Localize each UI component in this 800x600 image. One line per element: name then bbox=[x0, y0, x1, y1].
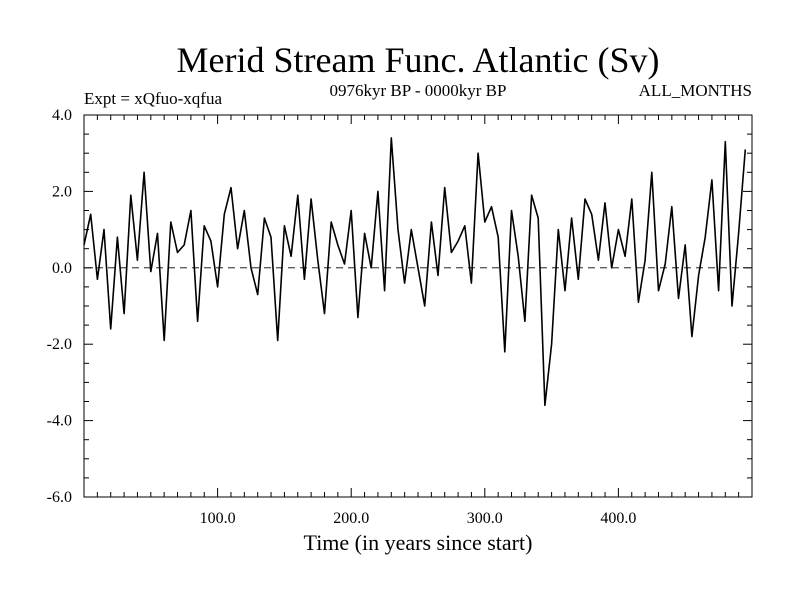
y-tick-label: -4.0 bbox=[47, 413, 72, 430]
y-tick-label: 4.0 bbox=[52, 107, 72, 124]
series-line-stream-function bbox=[83, 137, 747, 407]
x-axis-label: Time (in years since start) bbox=[304, 530, 533, 555]
x-tick-label: 300.0 bbox=[467, 510, 503, 527]
y-tick-label: -2.0 bbox=[47, 336, 72, 353]
x-tick-label: 200.0 bbox=[333, 510, 369, 527]
x-tick-labels: 100.0 200.0 300.0 400.0 bbox=[200, 510, 637, 527]
x-tick-label: 400.0 bbox=[600, 510, 636, 527]
chart-subtitle-months: ALL_MONTHS bbox=[639, 81, 752, 100]
y-tick-label: 2.0 bbox=[52, 183, 72, 200]
y-tick-labels: -6.0 -4.0 -2.0 0.0 2.0 4.0 bbox=[47, 107, 72, 506]
y-tick-label: -6.0 bbox=[47, 489, 72, 506]
x-tick-label: 100.0 bbox=[200, 510, 236, 527]
y-tick-label: 0.0 bbox=[52, 260, 72, 277]
chart-title: Merid Stream Func. Atlantic (Sv) bbox=[177, 40, 660, 80]
chart-subtitle-expt: Expt = xQfuo-xqfua bbox=[84, 89, 222, 108]
chart-subtitle-period: 0976kyr BP - 0000kyr BP bbox=[330, 81, 507, 100]
plot-frame bbox=[83, 114, 753, 498]
axis-ticks bbox=[84, 114, 752, 498]
